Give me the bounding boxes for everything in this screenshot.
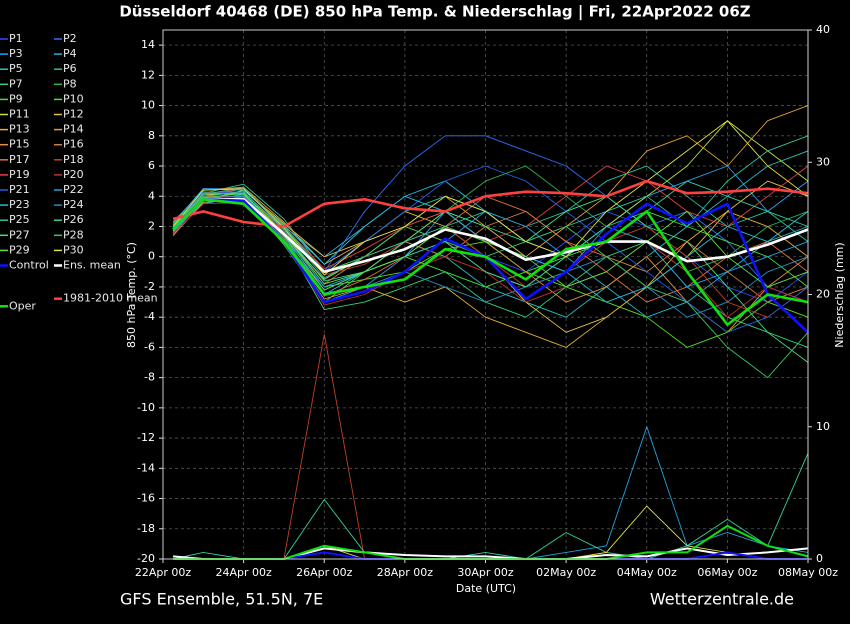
y2-tick-label: 10 xyxy=(816,420,830,433)
legend-label: Ens. mean xyxy=(63,259,121,272)
legend-label: P23 xyxy=(9,198,30,211)
legend-label: P30 xyxy=(63,243,84,256)
y-tick-label: -20 xyxy=(137,552,155,565)
y-tick-label: 0 xyxy=(148,250,155,263)
legend-label: P3 xyxy=(9,47,23,60)
legend-label: P2 xyxy=(63,32,77,45)
x-tick-label: 30Apr 00z xyxy=(457,566,514,579)
x-tick-label: 24Apr 00z xyxy=(215,566,272,579)
y-tick-label: 10 xyxy=(141,99,155,112)
temp-line xyxy=(172,165,809,273)
y-tick-label: -16 xyxy=(137,492,155,505)
plot-frame xyxy=(162,29,809,560)
y-tick-label: -2 xyxy=(144,280,155,293)
legend-label: P12 xyxy=(63,108,84,121)
x-axis-label: Date (UTC) xyxy=(456,582,516,595)
legend-label: P24 xyxy=(63,198,84,211)
legend-label: P20 xyxy=(63,168,84,181)
x-tick-label: 08May 00z xyxy=(778,566,838,579)
x-tick-label: 26Apr 00z xyxy=(296,566,353,579)
y-tick-label: -14 xyxy=(137,461,155,474)
y-tick-label: 8 xyxy=(148,129,155,142)
y2-tick-label: 40 xyxy=(816,23,830,36)
y-tick-label: 12 xyxy=(141,68,155,81)
legend-label: P5 xyxy=(9,62,23,75)
temp-line xyxy=(172,179,809,228)
legend-label: P14 xyxy=(63,123,84,136)
legend-label: P22 xyxy=(63,183,84,196)
y2-tick-label: 20 xyxy=(816,288,830,301)
legend-label: P27 xyxy=(9,228,30,241)
x-tick-label: 04May 00z xyxy=(617,566,677,579)
legend-label: 1981-2010 mean xyxy=(63,292,158,305)
footer-right: Wetterzentrale.de xyxy=(650,590,794,609)
y-tick-label: 6 xyxy=(148,159,155,172)
legend-label: P1 xyxy=(9,32,23,45)
legend-label: P25 xyxy=(9,213,30,226)
legend-label: P29 xyxy=(9,243,30,256)
temp-line xyxy=(172,192,809,288)
y-tick-label: -6 xyxy=(144,340,155,353)
y-tick-label: 14 xyxy=(141,38,155,51)
legend-label: P21 xyxy=(9,183,30,196)
y-axis-label: 850 hPa Temp. (°C) xyxy=(125,242,138,348)
legend-label: P11 xyxy=(9,108,30,121)
y-tick-label: -18 xyxy=(137,522,155,535)
y2-tick-label: 30 xyxy=(816,155,830,168)
legend-label: P28 xyxy=(63,228,84,241)
y2-tick-label: 0 xyxy=(816,552,823,565)
legend-label: Control xyxy=(9,259,49,272)
legend-label: P8 xyxy=(63,77,77,90)
legend-label: P15 xyxy=(9,138,30,151)
y-tick-label: 4 xyxy=(148,189,155,202)
legend-label: P9 xyxy=(9,92,23,105)
y-tick-label: -10 xyxy=(137,401,155,414)
legend-label: P6 xyxy=(63,62,77,75)
y-tick-label: -8 xyxy=(144,371,155,384)
legend-label: P10 xyxy=(63,92,84,105)
chart-title: Düsseldorf 40468 (DE) 850 hPa Temp. & Ni… xyxy=(119,3,750,22)
legend-label: P13 xyxy=(9,123,30,136)
temp-line xyxy=(172,120,809,276)
y-tick-label: -4 xyxy=(144,310,155,323)
y-tick-label: 2 xyxy=(148,219,155,232)
y2-axis-label: Niederschlag (mm) xyxy=(833,242,846,347)
legend-label: P26 xyxy=(63,213,84,226)
temp-line xyxy=(172,198,809,274)
x-tick-label: 06May 00z xyxy=(697,566,757,579)
legend-label: P4 xyxy=(63,47,77,60)
legend-label: P19 xyxy=(9,168,30,181)
x-tick-label: 22Apr 00z xyxy=(135,566,192,579)
x-tick-label: 28Apr 00z xyxy=(377,566,434,579)
legend-label: Oper xyxy=(9,299,36,312)
footer-left: GFS Ensemble, 51.5N, 7E xyxy=(120,590,323,609)
x-tick-label: 02May 00z xyxy=(536,566,596,579)
temp-line xyxy=(172,198,809,326)
legend-label: P17 xyxy=(9,153,30,166)
y-tick-label: -12 xyxy=(137,431,155,444)
legend-label: P16 xyxy=(63,138,84,151)
legend-label: P18 xyxy=(63,153,84,166)
legend-label: P7 xyxy=(9,77,23,90)
